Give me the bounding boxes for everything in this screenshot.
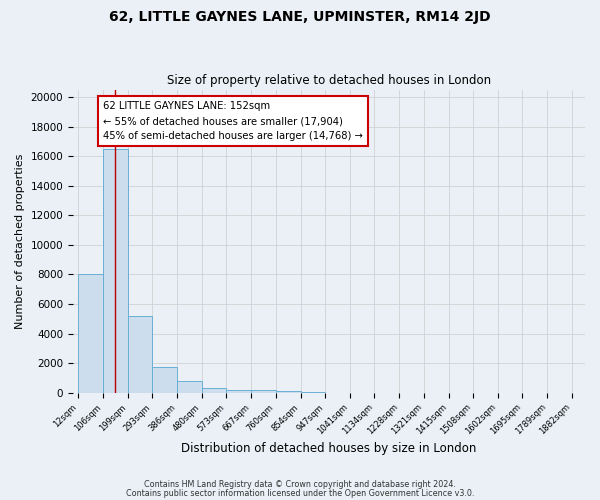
Text: 62 LITTLE GAYNES LANE: 152sqm
← 55% of detached houses are smaller (17,904)
45% : 62 LITTLE GAYNES LANE: 152sqm ← 55% of d… [103, 102, 363, 141]
Bar [202, 388, 226, 392]
Bar [276, 391, 301, 392]
Bar [79, 274, 103, 392]
Bar [128, 316, 152, 392]
X-axis label: Distribution of detached houses by size in London: Distribution of detached houses by size … [181, 442, 477, 455]
Title: Size of property relative to detached houses in London: Size of property relative to detached ho… [167, 74, 491, 87]
Y-axis label: Number of detached properties: Number of detached properties [15, 154, 25, 329]
Text: Contains HM Land Registry data © Crown copyright and database right 2024.: Contains HM Land Registry data © Crown c… [144, 480, 456, 489]
Bar [103, 148, 128, 392]
Bar [226, 390, 251, 392]
Text: Contains public sector information licensed under the Open Government Licence v3: Contains public sector information licen… [126, 489, 474, 498]
Text: 62, LITTLE GAYNES LANE, UPMINSTER, RM14 2JD: 62, LITTLE GAYNES LANE, UPMINSTER, RM14 … [109, 10, 491, 24]
Bar [152, 367, 177, 392]
Bar [177, 381, 202, 392]
Bar [251, 390, 276, 392]
